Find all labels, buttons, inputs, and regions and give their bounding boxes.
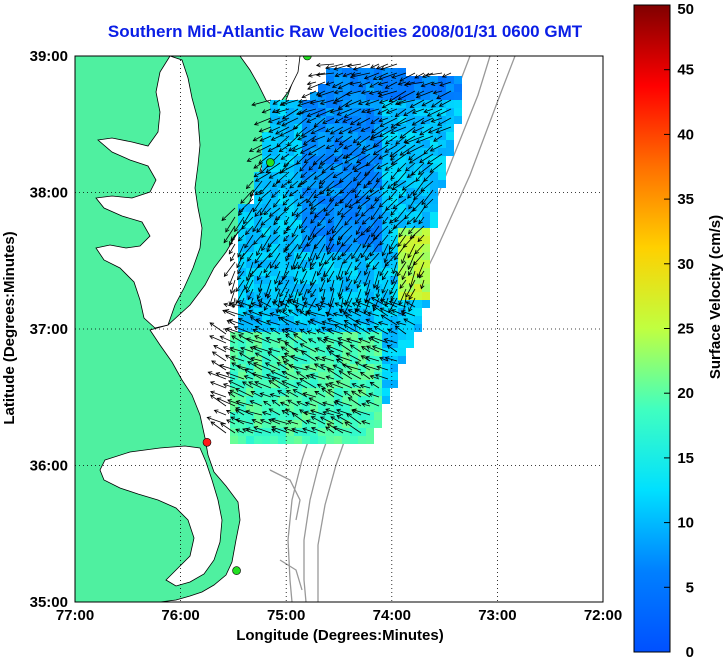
x-tick-label: 76:00 [161, 607, 199, 624]
map-plot-area [75, 56, 603, 602]
colorbar-tick-label: 25 [677, 321, 694, 338]
x-tick-label: 72:00 [584, 607, 622, 624]
x-tick-label: 74:00 [373, 607, 411, 624]
radar-station [303, 56, 312, 61]
x-tick-label: 77:00 [56, 607, 94, 624]
y-tick-label: 39:00 [30, 48, 68, 65]
map-grid [75, 56, 603, 602]
y-tick-label: 38:00 [30, 185, 68, 202]
y-tick-label: 36:00 [30, 458, 68, 475]
radar-station [202, 437, 212, 447]
plot-frame [74, 55, 604, 603]
radar-station [266, 158, 275, 167]
x-tick-label: 73:00 [478, 607, 516, 624]
x-axis-label: Longitude (Degrees:Minutes) [236, 627, 444, 644]
colorbar-tick-label: 5 [686, 579, 694, 596]
albemarle-sound [99, 445, 223, 587]
map-title: Southern Mid-Atlantic Raw Velocities 200… [107, 22, 583, 41]
hf-radar-stations [202, 56, 312, 575]
colorbar-tick-label: 50 [677, 1, 694, 18]
y-axis-ticks: 39:00 38:00 37:00 36:00 35:00 [30, 48, 68, 611]
colorbar-tick-label: 15 [677, 450, 694, 467]
colorbar-tick-label: 10 [677, 515, 694, 532]
colorbar-tick-label: 20 [677, 385, 694, 402]
y-tick-label: 37:00 [30, 321, 68, 338]
y-axis-label: Latitude (Degrees:Minutes) [1, 231, 18, 424]
colorbar-tick-label: 0 [686, 644, 694, 659]
x-tick-label: 75:00 [267, 607, 305, 624]
colorbar-tick-label: 45 [677, 62, 694, 79]
colorbar-tick-label: 30 [677, 256, 694, 273]
velocity-vectors [206, 62, 452, 434]
colorbar-tick-label: 35 [677, 191, 694, 208]
x-axis-ticks: 77:00 76:00 75:00 74:00 73:00 72:00 [56, 607, 622, 624]
colorbar-tick-label: 40 [677, 126, 694, 143]
radar-station [232, 566, 241, 575]
y-tick-label: 35:00 [30, 594, 68, 611]
colorbar-label: Surface Velocity (cm/s) [707, 215, 724, 379]
chesapeake-bay [95, 56, 203, 329]
